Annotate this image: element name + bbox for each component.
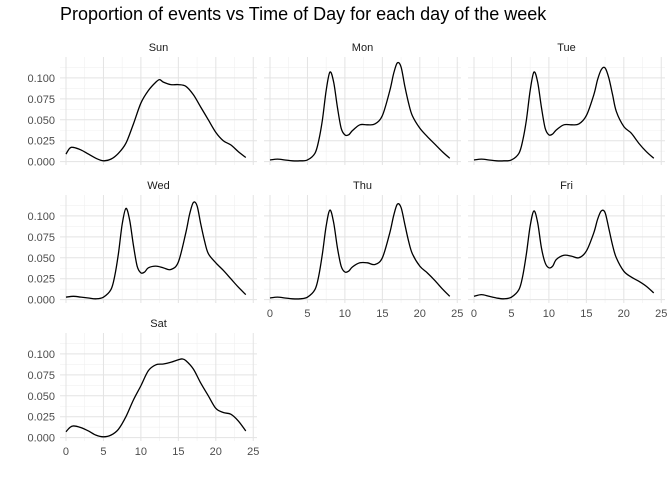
panel-fri: Fri 0 5 10 15 20 25 [468,180,667,320]
panel-tue: Tue [468,42,665,165]
series-line-sat [65,358,247,438]
y-tick-label: 0.000 [27,157,55,169]
strip-label-mon: Mon [352,42,373,54]
strip-label-wed: Wed [147,180,169,192]
strip-label-tue: Tue [557,42,576,54]
x-tick-label: 20 [414,308,426,320]
series-line-fri [473,209,655,300]
panel-mon: Mon [264,42,461,165]
series-line-mon [269,61,451,162]
y-tick-label: 0.075 [27,370,55,382]
x-tick-label: 0 [63,446,69,458]
x-tick-label: 25 [655,308,667,320]
y-tick-label: 0.000 [27,295,55,307]
series-line-wed [65,201,247,300]
x-tick-label: 10 [135,446,147,458]
y-tick-label: 0.025 [27,274,55,286]
y-tick-label: 0.075 [27,94,55,106]
chart-title: Proportion of events vs Time of Day for … [60,4,547,24]
series-line-sun [65,78,247,162]
x-tick-label: 5 [508,308,514,320]
panel-sun: Sun 0.000 0.025 0.050 0.075 0.100 [27,42,257,169]
strip-label-sat: Sat [150,318,167,330]
x-tick-label: 5 [100,446,106,458]
y-tick-label: 0.025 [27,412,55,424]
x-tick-label: 20 [618,308,630,320]
x-tick-label: 15 [172,446,184,458]
y-tick-label: 0.050 [27,115,55,127]
y-tick-label: 0.100 [27,211,55,223]
strip-label-sun: Sun [149,42,169,54]
panel-wed: Wed 0.000 0.025 0.050 0.075 0.100 [27,180,257,307]
x-tick-label: 10 [543,308,555,320]
x-tick-label: 15 [580,308,592,320]
strip-label-fri: Fri [560,180,573,192]
series-line-thu [269,203,451,300]
panel-thu: Thu 0 5 10 15 20 25 [264,180,463,320]
x-tick-label: 0 [471,308,477,320]
y-tick-label: 0.050 [27,391,55,403]
y-tick-label: 0.025 [27,136,55,148]
strip-label-thu: Thu [353,180,372,192]
x-tick-label: 15 [376,308,388,320]
y-tick-label: 0.100 [27,349,55,361]
panel-sat: Sat 0.000 0.025 0.050 0.075 0.100 0 5 10 15 20 25 [27,318,259,458]
y-tick-label: 0.100 [27,73,55,85]
y-tick-label: 0.075 [27,232,55,244]
y-tick-label: 0.050 [27,253,55,265]
series-line-tue [473,66,655,162]
x-tick-label: 25 [451,308,463,320]
x-tick-label: 0 [267,308,273,320]
x-tick-label: 5 [304,308,310,320]
x-tick-label: 25 [247,446,259,458]
y-tick-label: 0.000 [27,433,55,445]
x-tick-label: 10 [339,308,351,320]
x-tick-label: 20 [210,446,222,458]
